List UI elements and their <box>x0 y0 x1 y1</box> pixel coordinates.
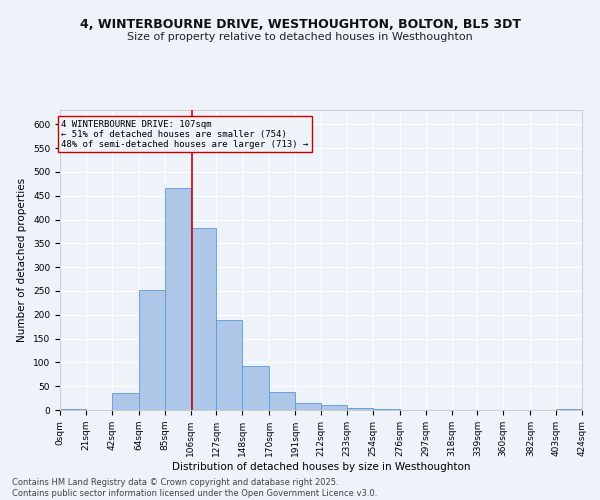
Bar <box>164 188 191 410</box>
Text: 4, WINTERBOURNE DRIVE, WESTHOUGHTON, BOLTON, BL5 3DT: 4, WINTERBOURNE DRIVE, WESTHOUGHTON, BOL… <box>79 18 521 30</box>
Bar <box>242 366 269 410</box>
Bar <box>347 408 373 410</box>
Bar <box>556 409 582 410</box>
Text: 4 WINTERBOURNE DRIVE: 107sqm
← 51% of detached houses are smaller (754)
48% of s: 4 WINTERBOURNE DRIVE: 107sqm ← 51% of de… <box>61 120 308 150</box>
Bar <box>321 405 347 410</box>
Bar <box>373 408 400 410</box>
Text: Contains HM Land Registry data © Crown copyright and database right 2025.
Contai: Contains HM Land Registry data © Crown c… <box>12 478 377 498</box>
X-axis label: Distribution of detached houses by size in Westhoughton: Distribution of detached houses by size … <box>172 462 470 471</box>
Y-axis label: Number of detached properties: Number of detached properties <box>17 178 28 342</box>
Bar <box>60 409 86 410</box>
Bar <box>112 394 139 410</box>
Text: Size of property relative to detached houses in Westhoughton: Size of property relative to detached ho… <box>127 32 473 42</box>
Bar <box>269 392 295 410</box>
Bar <box>139 290 164 410</box>
Bar <box>295 403 321 410</box>
Bar <box>191 228 217 410</box>
Bar <box>217 320 242 410</box>
